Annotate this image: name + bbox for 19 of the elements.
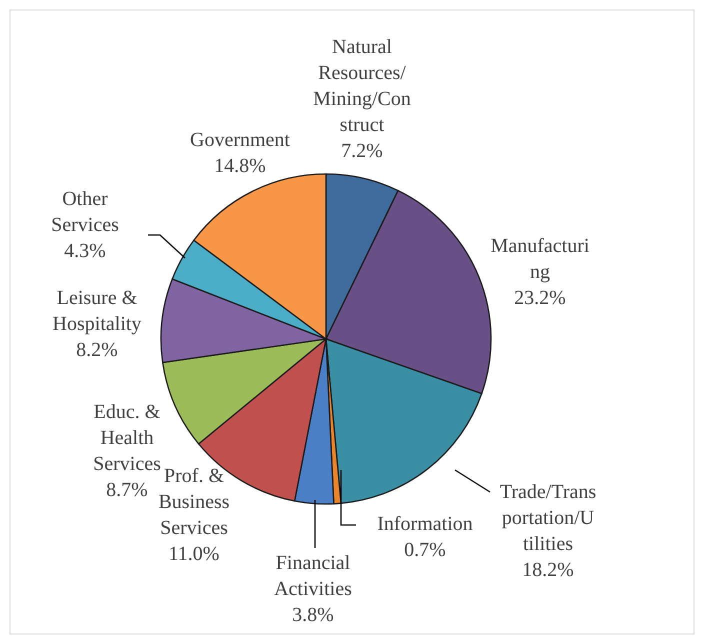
data-label: 23.2%	[514, 287, 566, 309]
slice-label: Financial Activities	[274, 552, 352, 600]
slice-label: Trade/Transportation/Utilities	[500, 481, 596, 555]
data-label: 4.3%	[64, 240, 106, 262]
data-label: 18.2%	[522, 559, 574, 581]
slice-label: Educ. & Health Services	[93, 401, 162, 475]
slice-label: Natural Resources/Mining/Construct	[313, 36, 411, 136]
slice-label: Government	[190, 129, 290, 151]
data-label: 8.2%	[76, 339, 118, 361]
data-label: 11.0%	[168, 543, 220, 565]
slice-label: Leisure & Hospitality	[52, 287, 142, 335]
data-label: 3.8%	[292, 604, 334, 626]
data-label: 14.8%	[214, 155, 266, 177]
slice-label: Other Services	[51, 188, 120, 236]
slice-label: Information	[377, 513, 473, 535]
data-label: 0.7%	[404, 539, 446, 561]
data-label: 7.2%	[341, 140, 383, 162]
slice-label: Manufacturing	[490, 235, 590, 283]
data-label: 8.7%	[106, 479, 148, 501]
